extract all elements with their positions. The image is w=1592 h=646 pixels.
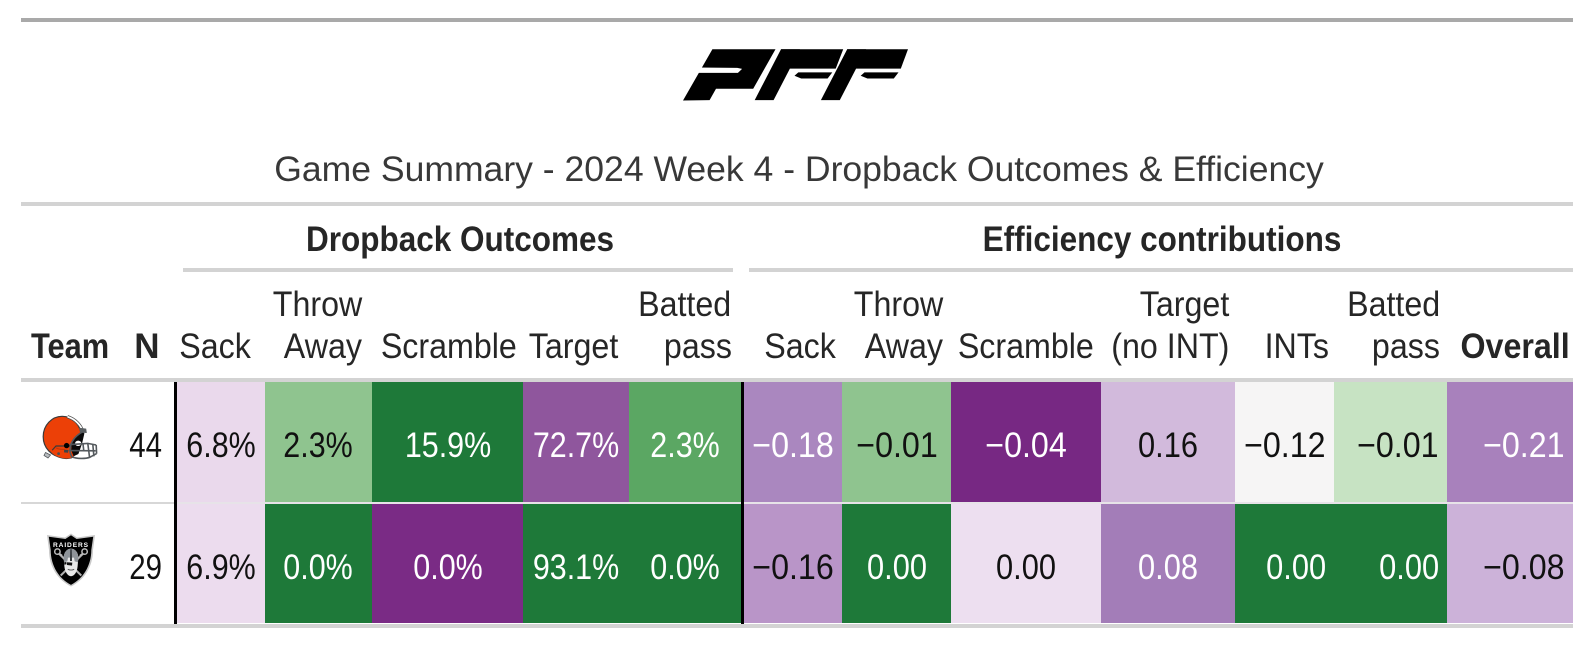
svg-text:RAIDERS: RAIDERS: [53, 542, 89, 549]
